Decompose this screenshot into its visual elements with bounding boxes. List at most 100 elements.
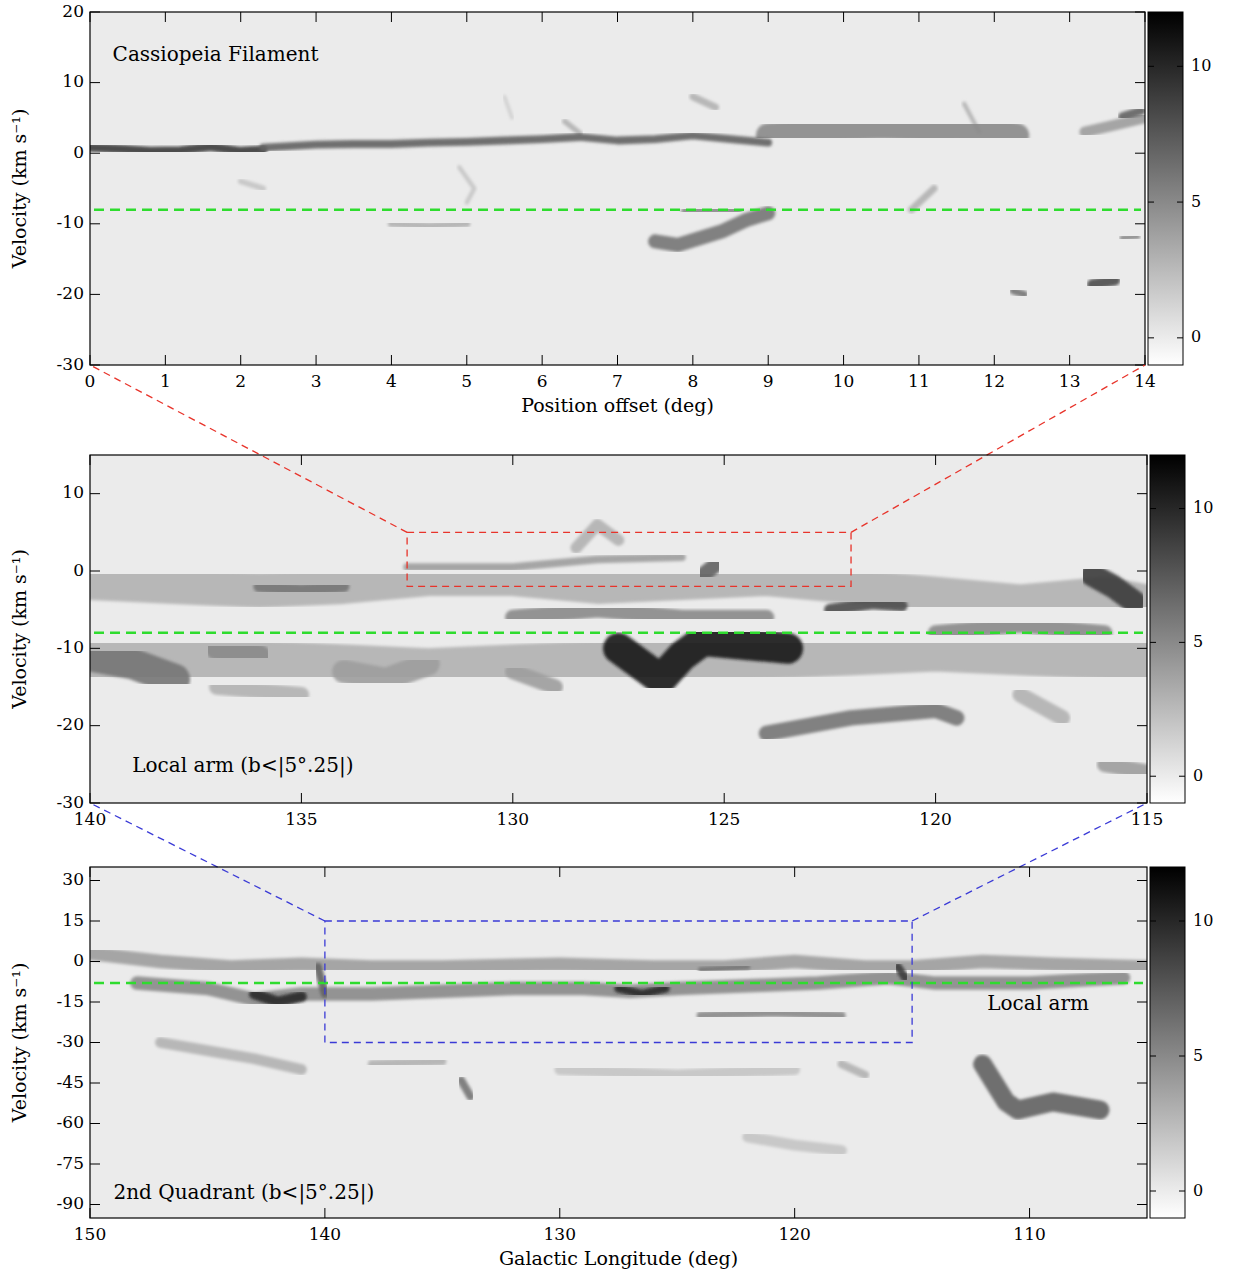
emission-feature xyxy=(241,181,264,188)
y-tick xyxy=(1137,725,1147,726)
y-tick-label: -60 xyxy=(57,1112,84,1132)
x-axis-title: Galactic Longitude (deg) xyxy=(499,1247,738,1269)
x-tick xyxy=(542,355,543,365)
x-tick xyxy=(1145,12,1146,22)
colorbar-tick xyxy=(1179,1191,1185,1192)
y-tick xyxy=(90,365,100,366)
colorbar-tick xyxy=(1150,508,1156,509)
y-tick-label: 0 xyxy=(73,560,84,580)
x-tick xyxy=(240,12,241,22)
emission-feature xyxy=(161,1043,302,1070)
x-tick xyxy=(1069,12,1070,22)
x-tick xyxy=(90,1208,91,1218)
colorbar-tick-label: 0 xyxy=(1193,766,1203,785)
x-tick-label: 1 xyxy=(160,371,171,391)
x-tick-label: 3 xyxy=(311,371,322,391)
x-tick xyxy=(301,793,302,803)
y-tick xyxy=(90,153,100,154)
colorbar-tick-label: 0 xyxy=(1193,1181,1203,1200)
emission-feature xyxy=(898,967,905,978)
y-tick xyxy=(1135,153,1145,154)
emission-feature xyxy=(1092,280,1115,284)
x-tick xyxy=(918,12,919,22)
x-tick xyxy=(240,355,241,365)
x-tick-label: 14 xyxy=(1134,371,1156,391)
emission-feature xyxy=(259,587,344,591)
x-tick xyxy=(843,12,844,22)
zoom-connector xyxy=(90,365,407,532)
x-tick-label: 125 xyxy=(708,809,740,829)
y-tick-label: -10 xyxy=(57,212,84,232)
x-tick-label: 4 xyxy=(386,371,397,391)
x-tick xyxy=(692,355,693,365)
y-tick xyxy=(90,725,100,726)
emission-feature xyxy=(619,989,666,994)
x-tick xyxy=(724,793,725,803)
x-tick-label: 120 xyxy=(919,809,951,829)
figure: 01234567891011121314-30-20-1001020Positi… xyxy=(0,0,1233,1280)
x-tick-label: 7 xyxy=(612,371,623,391)
x-axis-title: Position offset (deg) xyxy=(521,394,714,416)
y-tick xyxy=(90,648,100,649)
y-tick xyxy=(90,880,100,881)
x-tick xyxy=(90,355,91,365)
emission-feature xyxy=(830,604,902,610)
plot-background xyxy=(90,455,1147,803)
y-tick xyxy=(90,1042,100,1043)
colorbar-tick xyxy=(1177,202,1183,203)
y-tick xyxy=(1137,1002,1147,1003)
x-tick xyxy=(466,355,467,365)
zoom-box xyxy=(325,921,912,1043)
panel: 140135130125120115-30-20-10010Velocity (… xyxy=(8,365,1213,829)
y-tick-label: 10 xyxy=(62,71,84,91)
y-tick xyxy=(90,12,100,13)
x-tick xyxy=(90,793,91,803)
y-tick xyxy=(1137,803,1147,804)
y-tick xyxy=(1137,880,1147,881)
y-tick xyxy=(1137,1042,1147,1043)
colorbar-tick xyxy=(1179,776,1185,777)
plot-frame xyxy=(90,867,1147,1218)
emission-feature xyxy=(459,167,474,202)
emission-feature xyxy=(1020,695,1062,718)
y-tick-label: -90 xyxy=(57,1193,84,1213)
x-tick-label: 115 xyxy=(1131,809,1163,829)
x-tick-label: 10 xyxy=(833,371,855,391)
emission-feature xyxy=(767,710,957,733)
y-tick xyxy=(90,803,100,804)
y-tick-label: -30 xyxy=(57,354,84,374)
emission xyxy=(90,953,1147,1150)
y-tick xyxy=(90,1164,100,1165)
y-tick xyxy=(1137,1164,1147,1165)
emission-feature xyxy=(90,579,1147,602)
y-tick xyxy=(90,294,100,295)
emission-feature xyxy=(372,1061,442,1064)
x-tick xyxy=(935,793,936,803)
x-tick-label: 135 xyxy=(285,809,317,829)
x-tick xyxy=(843,355,844,365)
x-tick xyxy=(692,12,693,22)
emission-feature xyxy=(391,224,466,226)
y-tick xyxy=(1137,1204,1147,1205)
plot-background xyxy=(90,867,1147,1218)
colorbar-tick-label: 10 xyxy=(1191,56,1211,75)
x-tick xyxy=(617,355,618,365)
y-tick-label: 0 xyxy=(73,142,84,162)
emission-feature xyxy=(560,1070,795,1075)
colorbar-tick xyxy=(1177,337,1183,338)
x-tick xyxy=(1029,867,1030,877)
emission-feature xyxy=(703,565,716,575)
zoom-connector xyxy=(912,803,1147,921)
y-tick xyxy=(1137,1123,1147,1124)
x-tick-label: 9 xyxy=(763,371,774,391)
colorbar-tick xyxy=(1150,776,1156,777)
colorbar-tick-label: 5 xyxy=(1191,192,1201,211)
x-tick xyxy=(918,355,919,365)
y-tick-label: -75 xyxy=(57,1153,84,1173)
x-tick xyxy=(794,1208,795,1218)
colorbar-tick-label: 0 xyxy=(1191,327,1201,346)
y-tick xyxy=(1137,648,1147,649)
emission-feature xyxy=(565,121,580,133)
y-tick xyxy=(90,1123,100,1124)
emission-feature xyxy=(461,1080,470,1096)
